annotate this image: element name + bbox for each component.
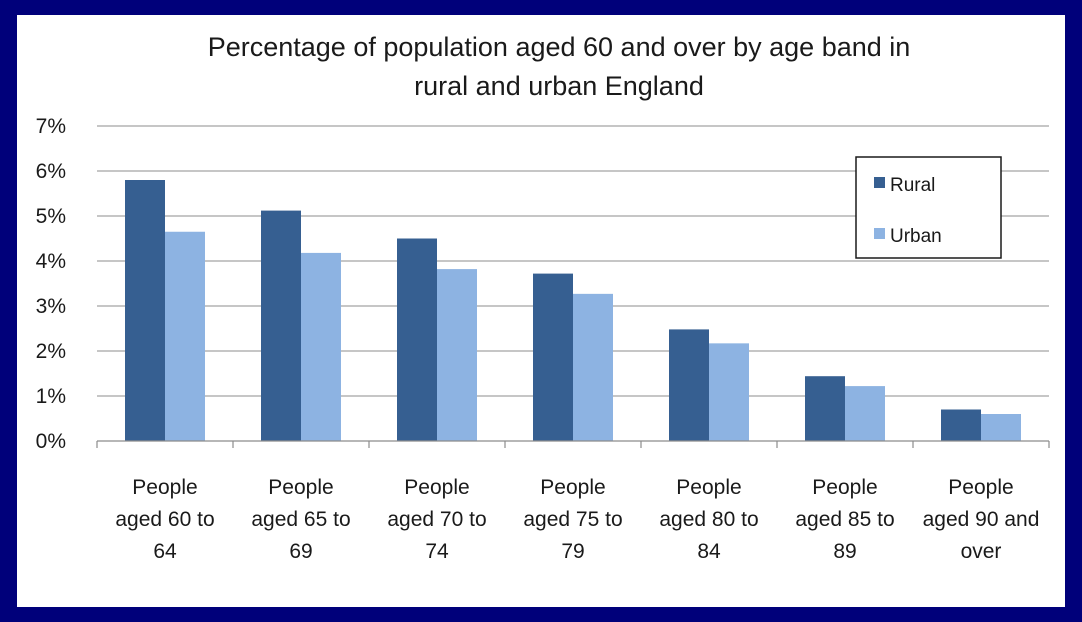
x-category-label: aged 65 to bbox=[251, 508, 350, 531]
bar-rural bbox=[805, 376, 845, 441]
x-category-label: 69 bbox=[289, 540, 312, 563]
bar-urban bbox=[437, 269, 477, 441]
y-tick-label: 4% bbox=[36, 250, 66, 273]
x-category-label: People bbox=[676, 476, 741, 499]
bar-rural bbox=[669, 329, 709, 441]
y-tick-label: 0% bbox=[36, 430, 66, 453]
legend-swatch-urban bbox=[874, 228, 885, 239]
bar-urban bbox=[165, 231, 205, 441]
x-category-label: 79 bbox=[561, 540, 584, 563]
y-axis-tick-labels: 0% 1% 2% 3% 4% 5% 6% 7% bbox=[36, 115, 66, 453]
x-category-label: aged 85 to bbox=[795, 508, 894, 531]
legend-label-urban: Urban bbox=[890, 226, 942, 247]
x-category-label: 74 bbox=[425, 540, 449, 563]
y-tick-label: 2% bbox=[36, 340, 66, 363]
x-category-label: aged 80 to bbox=[659, 508, 758, 531]
bar-urban bbox=[301, 252, 341, 441]
x-category-label: People bbox=[540, 476, 605, 499]
x-category-label: aged 60 to bbox=[115, 508, 214, 531]
x-category-label: People bbox=[812, 476, 877, 499]
x-category-label: over bbox=[961, 540, 1002, 563]
x-category-label: People bbox=[132, 476, 197, 499]
y-tick-label: 1% bbox=[36, 385, 66, 408]
bar-chart: Percentage of population aged 60 and ove… bbox=[36, 32, 1050, 563]
x-category-label: 64 bbox=[153, 540, 177, 563]
legend-swatch-rural bbox=[874, 177, 885, 188]
bar-rural bbox=[941, 409, 981, 441]
x-category-label: aged 90 and bbox=[923, 508, 1040, 531]
bar-rural bbox=[125, 180, 165, 441]
chart-title: Percentage of population aged 60 and ove… bbox=[208, 32, 911, 101]
x-category-label: aged 70 to bbox=[387, 508, 486, 531]
bar-urban bbox=[709, 343, 749, 441]
x-category-label: 89 bbox=[833, 540, 856, 563]
chart-area: Percentage of population aged 60 and ove… bbox=[17, 15, 1065, 607]
legend-label-rural: Rural bbox=[890, 175, 935, 196]
legend: Rural Urban bbox=[855, 156, 1002, 259]
legend-box bbox=[855, 156, 1002, 259]
chart-title-line: rural and urban England bbox=[414, 71, 704, 101]
bar-rural bbox=[397, 238, 437, 441]
bar-urban bbox=[573, 293, 613, 441]
x-category-label: 84 bbox=[697, 540, 721, 563]
x-category-label: People bbox=[948, 476, 1013, 499]
bars bbox=[125, 180, 1021, 441]
x-axis bbox=[96, 440, 1050, 448]
y-tick-label: 6% bbox=[36, 160, 66, 183]
y-tick-label: 7% bbox=[36, 115, 66, 138]
bar-urban bbox=[981, 414, 1021, 441]
y-tick-label: 3% bbox=[36, 295, 66, 318]
bar-urban bbox=[845, 386, 885, 441]
x-category-label: aged 75 to bbox=[523, 508, 622, 531]
chart-title-line: Percentage of population aged 60 and ove… bbox=[208, 32, 911, 62]
bar-rural bbox=[261, 210, 301, 441]
x-category-label: People bbox=[404, 476, 469, 499]
x-category-label: People bbox=[268, 476, 333, 499]
x-axis-category-labels: People aged 60 to 64 People aged 65 to 69 Peop… bbox=[115, 476, 1039, 563]
y-tick-label: 5% bbox=[36, 205, 66, 228]
bar-rural bbox=[533, 273, 573, 441]
